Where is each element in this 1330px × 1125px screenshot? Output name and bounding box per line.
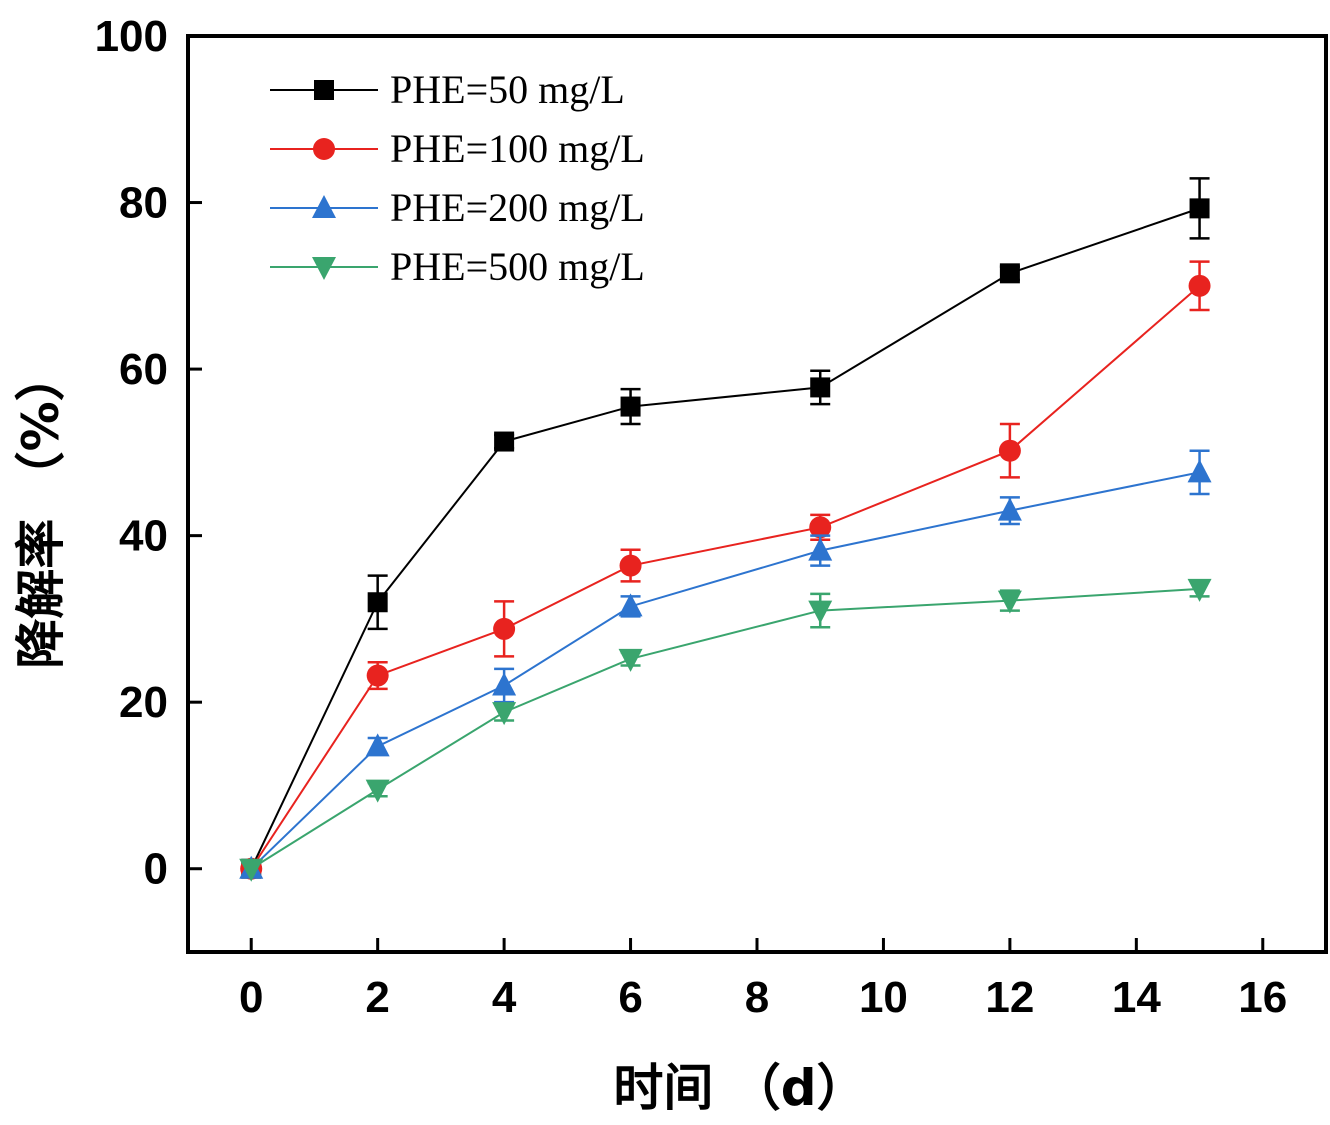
data-point (810, 377, 831, 398)
series-1 (241, 177, 1210, 879)
legend-label: PHE=50 mg/L (390, 67, 625, 112)
data-point (618, 648, 643, 672)
x-tick-label: 10 (859, 973, 908, 1022)
series-3 (239, 449, 1212, 879)
x-tick-label: 2 (365, 973, 389, 1022)
series-2 (240, 260, 1211, 880)
x-axis-ticks: 0 2 4 6 8 10 12 14 16 (239, 938, 1287, 1022)
legend-marker (312, 195, 336, 218)
data-point (239, 858, 264, 882)
legend-marker (314, 80, 334, 100)
legend-item: PHE=50 mg/L (270, 67, 625, 112)
series-layer (239, 177, 1212, 882)
x-tick-label: 0 (239, 973, 263, 1022)
legend-item: PHE=200 mg/L (270, 185, 645, 230)
x-tick-label: 6 (618, 973, 642, 1022)
x-axis-title: 时间 （d） (613, 1059, 866, 1117)
data-point (492, 672, 517, 696)
x-tick-label: 16 (1238, 973, 1287, 1022)
series-line (250, 587, 1200, 870)
data-point (808, 600, 833, 624)
data-point (366, 664, 389, 687)
legend: PHE=50 mg/L PHE=100 mg/L PHE=200 mg/L PHE=5… (270, 67, 645, 289)
y-tick-label: 60 (119, 345, 168, 394)
data-point (1187, 459, 1212, 483)
x-tick-label: 4 (492, 973, 517, 1022)
legend-marker (313, 138, 335, 160)
data-point (998, 439, 1021, 462)
data-point (997, 497, 1022, 521)
data-point (1189, 198, 1210, 219)
data-point (1188, 274, 1211, 297)
y-tick-label: 80 (119, 179, 168, 228)
series-line (250, 207, 1200, 870)
y-axis-ticks: 0 20 40 60 80 100 (95, 12, 202, 894)
data-point (999, 263, 1020, 284)
series-line (250, 285, 1201, 870)
legend-item: PHE=100 mg/L (270, 126, 645, 171)
y-tick-label: 20 (119, 678, 168, 727)
data-point (618, 593, 643, 617)
y-tick-label: 40 (119, 512, 168, 561)
series-4 (239, 578, 1212, 882)
plot-frame (186, 34, 1328, 954)
data-point (1187, 578, 1212, 602)
data-point (367, 592, 388, 613)
y-axis-title: 降解率 （%） (12, 351, 70, 669)
data-point (620, 396, 641, 417)
x-tick-label: 8 (745, 973, 769, 1022)
legend-label: PHE=200 mg/L (390, 185, 645, 230)
x-tick-label: 12 (985, 973, 1034, 1022)
data-point (997, 590, 1022, 614)
data-point (494, 431, 515, 452)
legend-item: PHE=500 mg/L (270, 244, 645, 289)
data-point (492, 702, 517, 726)
data-point (808, 537, 833, 561)
data-point (619, 554, 642, 577)
data-point (809, 516, 832, 539)
legend-label: PHE=500 mg/L (390, 244, 645, 289)
data-point (493, 617, 516, 640)
legend-marker (312, 257, 336, 280)
y-tick-label: 100 (95, 12, 168, 61)
y-tick-label: 0 (144, 845, 168, 894)
data-point (365, 779, 390, 803)
legend-label: PHE=100 mg/L (390, 126, 645, 171)
x-tick-label: 14 (1112, 973, 1161, 1022)
data-point (365, 733, 390, 757)
